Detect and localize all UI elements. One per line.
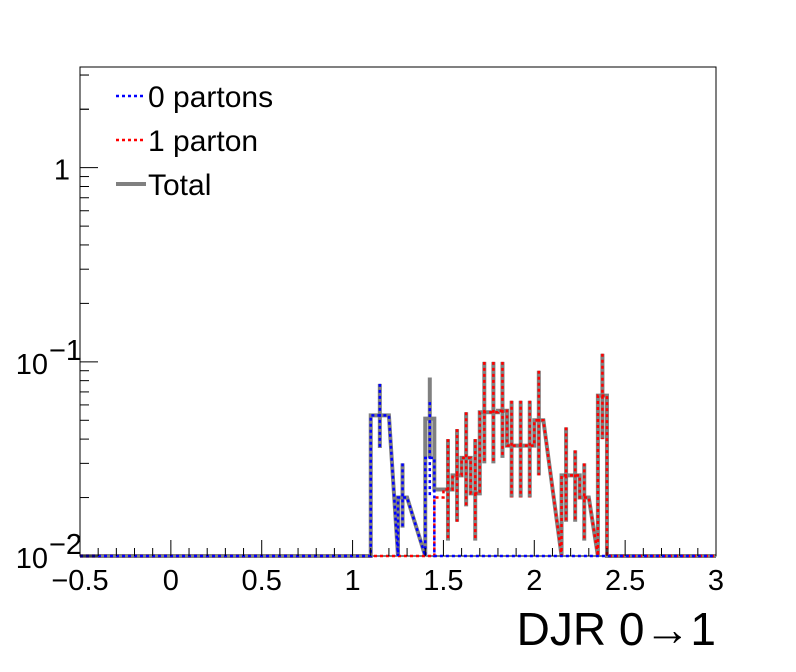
series-step-line xyxy=(80,414,716,558)
legend-item: 0 partons xyxy=(116,81,273,114)
legend-item: 1 parton xyxy=(116,125,258,158)
histogram-bin xyxy=(461,456,471,459)
series-0-partons xyxy=(80,383,716,558)
x-tick-label: −0.5 xyxy=(51,565,108,597)
y-tick-exponent: −1 xyxy=(49,335,82,367)
y-tick-base: 1 xyxy=(54,155,70,187)
x-tick-label: 1.5 xyxy=(423,565,463,597)
legend-item: Total xyxy=(116,169,211,202)
y-tick-label: 10 −2 xyxy=(16,529,82,575)
histogram-bin xyxy=(398,496,408,499)
series-1-parton xyxy=(80,353,716,558)
legend-label: 1 parton xyxy=(148,125,258,158)
x-tick-label: 0.5 xyxy=(242,565,282,597)
legend-label: Total xyxy=(148,169,211,202)
x-tick-label: 2 xyxy=(526,565,542,597)
x-axis-title: DJR 0→1 xyxy=(517,603,716,655)
x-tick-label: 1 xyxy=(345,565,361,597)
legend: 0 partons 1 parton Total xyxy=(116,81,273,202)
legend-label: 0 partons xyxy=(148,81,273,114)
y-tick-label: 10 −1 xyxy=(16,335,82,381)
y-tick-base: 10 xyxy=(16,349,48,381)
y-tick-base: 10 xyxy=(16,543,48,575)
x-tick-label: 3 xyxy=(708,565,724,597)
histogram-bin xyxy=(425,417,435,420)
series-step-line xyxy=(80,394,716,558)
axes-layer: −0.5 0 0.5 1 1.5 2 2.5 310 −210 −11 xyxy=(16,74,724,597)
x-tick-label: 2.5 xyxy=(605,565,645,597)
y-tick-exponent: −2 xyxy=(49,529,82,561)
x-tick-label: 0 xyxy=(163,565,179,597)
histogram-bin xyxy=(434,488,444,491)
y-tick-label: 1 xyxy=(54,155,70,187)
series-layer xyxy=(80,353,716,558)
